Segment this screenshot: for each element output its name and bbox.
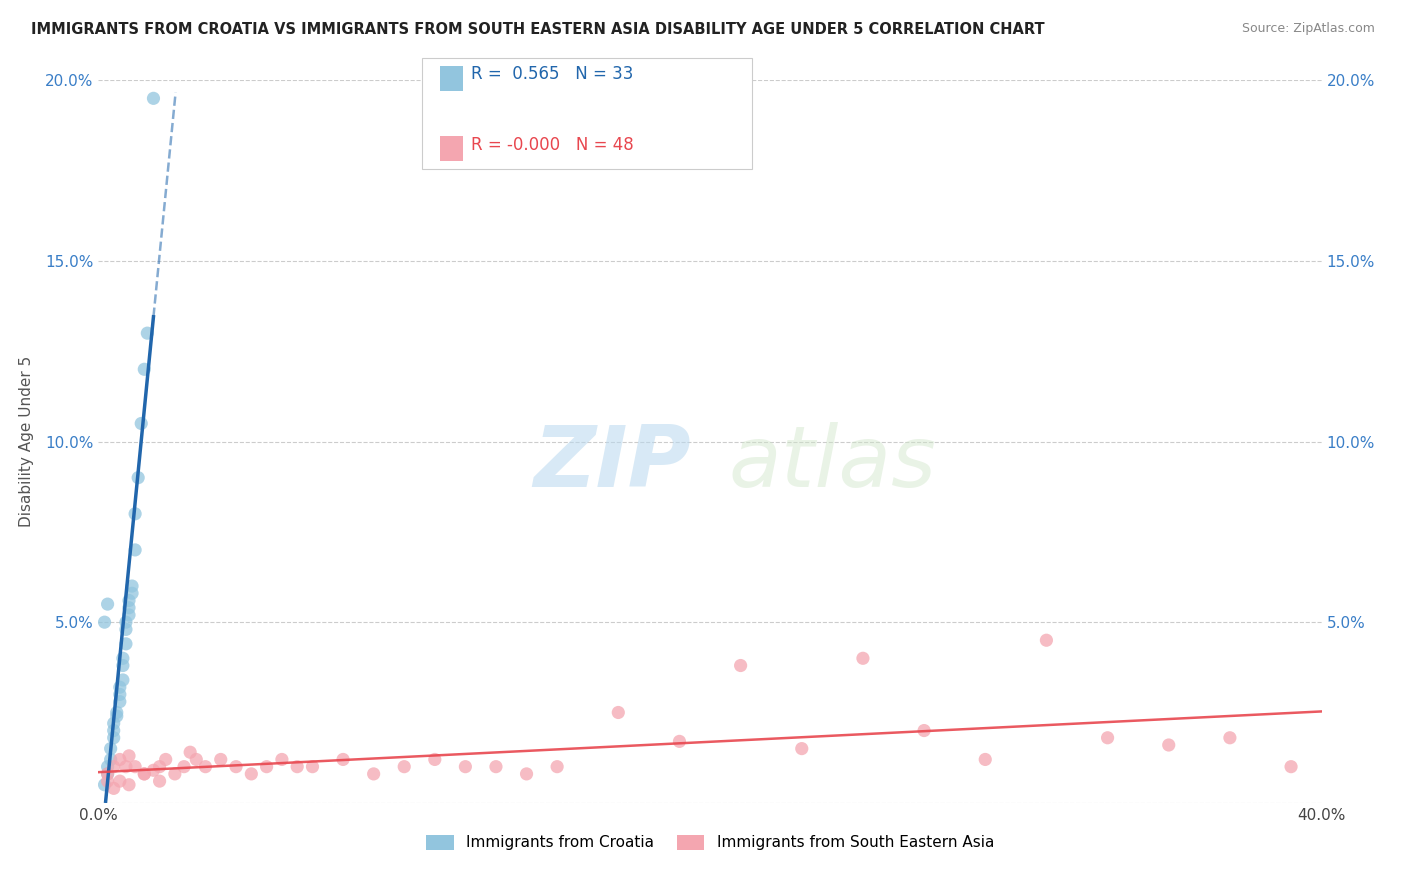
Point (209, 752, 232, 766)
Point (118, 607, 141, 622)
Point (423, 752, 446, 766)
Point (179, 745, 201, 759)
Point (1097, 731, 1119, 745)
Point (730, 658, 752, 673)
Point (256, 760, 278, 774)
Point (118, 778, 141, 792)
Point (100, 741, 122, 756)
Point (103, 760, 125, 774)
Point (134, 362, 156, 376)
Text: R =  0.565   N = 33: R = 0.565 N = 33 (471, 65, 633, 83)
Point (142, 764, 165, 778)
Text: Source: ZipAtlas.com: Source: ZipAtlas.com (1241, 22, 1375, 36)
Point (1035, 633, 1057, 648)
Point (668, 734, 690, 748)
Point (118, 593, 141, 607)
Text: R = -0.000   N = 48: R = -0.000 N = 48 (471, 136, 634, 153)
Point (118, 748, 141, 763)
Point (105, 709, 128, 723)
Point (97, 774, 120, 789)
Point (136, 326, 159, 340)
Text: ZIP: ZIP (533, 422, 690, 505)
Point (149, 774, 172, 789)
Point (108, 752, 131, 766)
Point (103, 731, 125, 745)
Point (103, 781, 125, 796)
Point (121, 586, 143, 600)
Point (142, 91, 165, 105)
Point (105, 706, 128, 720)
Point (546, 760, 568, 774)
Point (115, 615, 138, 630)
Point (607, 706, 630, 720)
Point (852, 651, 875, 665)
Text: IMMIGRANTS FROM CROATIA VS IMMIGRANTS FROM SOUTH EASTERN ASIA DISABILITY AGE UND: IMMIGRANTS FROM CROATIA VS IMMIGRANTS FR… (31, 22, 1045, 37)
Point (115, 760, 138, 774)
Point (103, 723, 125, 738)
Point (118, 600, 141, 615)
Point (108, 695, 131, 709)
Point (97, 767, 120, 781)
Legend: Immigrants from Croatia, Immigrants from South Eastern Asia: Immigrants from Croatia, Immigrants from… (420, 829, 1000, 856)
Y-axis label: Disability Age Under 5: Disability Age Under 5 (20, 356, 34, 527)
Point (974, 752, 997, 766)
Point (134, 767, 156, 781)
Point (134, 767, 156, 781)
Point (103, 716, 125, 731)
Point (124, 760, 146, 774)
Point (1157, 738, 1180, 752)
Point (163, 767, 186, 781)
Point (173, 760, 195, 774)
Point (124, 542, 146, 557)
Point (97, 767, 120, 781)
Point (155, 752, 177, 766)
Point (93, 778, 115, 792)
Point (129, 417, 152, 431)
Point (124, 507, 146, 521)
Point (97, 760, 120, 774)
Point (100, 752, 122, 766)
Point (97, 597, 120, 611)
Point (108, 687, 131, 701)
Point (115, 637, 138, 651)
Point (332, 752, 354, 766)
Point (454, 760, 477, 774)
Point (111, 658, 134, 673)
Point (186, 752, 208, 766)
Point (912, 723, 935, 738)
Point (194, 760, 217, 774)
Point (790, 741, 813, 756)
Point (285, 760, 308, 774)
Point (111, 651, 134, 665)
Point (127, 471, 149, 485)
Point (392, 760, 416, 774)
Point (108, 680, 131, 694)
Point (111, 673, 134, 687)
Point (1279, 760, 1302, 774)
Point (270, 752, 292, 766)
Point (240, 767, 263, 781)
Point (149, 760, 172, 774)
Point (516, 767, 538, 781)
Point (108, 774, 131, 789)
Point (301, 760, 323, 774)
Point (1219, 731, 1241, 745)
Point (115, 623, 138, 637)
Point (485, 760, 508, 774)
Point (225, 760, 247, 774)
Point (93, 615, 115, 630)
Point (363, 767, 385, 781)
Point (121, 579, 143, 593)
Text: atlas: atlas (728, 422, 936, 505)
